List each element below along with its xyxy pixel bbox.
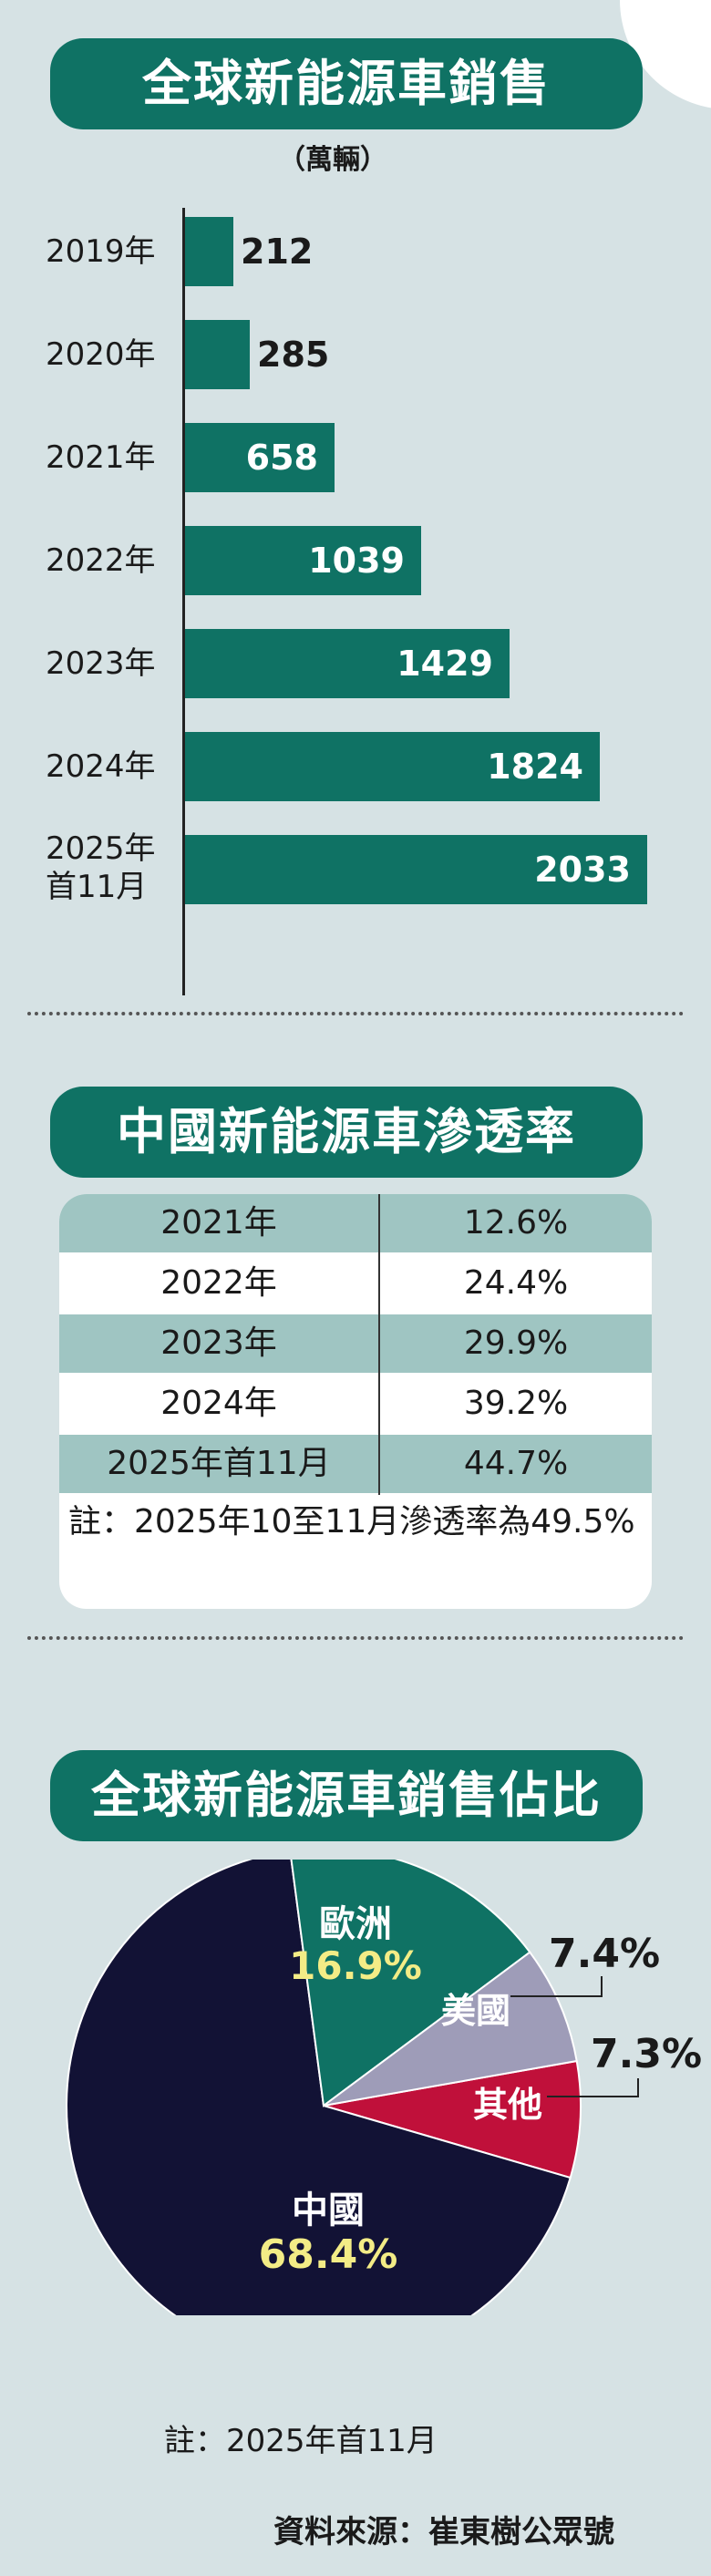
- table-year: 2024年: [160, 1385, 277, 1422]
- table-rate: 12.6%: [463, 1204, 569, 1242]
- table-rate: 44.7%: [463, 1445, 569, 1482]
- pie-label-other-pct: 7.3%: [591, 2031, 703, 2077]
- share-pie-chart: [66, 1860, 639, 2315]
- divider-1: [27, 1012, 684, 1015]
- bar-value-label: 1039: [308, 541, 405, 581]
- pie-label-china: 中國: [292, 2190, 365, 2231]
- table-row: 2024年 39.2%: [59, 1375, 652, 1433]
- pie-label-china-pct: 68.4%: [258, 2231, 398, 2278]
- bar-axis: [182, 208, 185, 995]
- pie-label-usa: 美國: [440, 1991, 510, 2031]
- leader-line-usa: [510, 1976, 603, 1997]
- bar-value-label: 285: [257, 335, 330, 375]
- table-rate: 39.2%: [463, 1385, 569, 1422]
- pie-label-other: 其他: [472, 2085, 542, 2125]
- table-year: 2023年: [160, 1324, 277, 1362]
- slice-other: [323, 2059, 582, 2179]
- bar-value-label: 658: [245, 438, 318, 478]
- share-title: 全球新能源車銷售佔比: [50, 1750, 643, 1841]
- unit-label: （萬輛）: [278, 144, 387, 176]
- penetration-note: 註：2025年10至11月滲透率為49.5%: [68, 1503, 635, 1540]
- table-row: 2023年 29.9%: [59, 1314, 652, 1373]
- table-divider: [378, 1194, 380, 1495]
- bar-4: [185, 629, 510, 698]
- bar-year-label: 2022年: [46, 542, 156, 579]
- penetration-title: 中國新能源車滲透率: [50, 1087, 643, 1178]
- penetration-table: 2021年 12.6% 2022年 24.4% 2023年 29.9% 2024年 39.2%…: [59, 1194, 652, 1609]
- bar-6: [185, 835, 647, 904]
- share-note: 註：2025年首11月: [164, 2423, 438, 2459]
- table-rate: 29.9%: [463, 1324, 569, 1362]
- slice-china: [66, 1860, 572, 2315]
- leader-line-other: [547, 2078, 639, 2097]
- bar-1: [185, 320, 250, 389]
- table-year: 2021年: [160, 1204, 277, 1242]
- pie-label-usa-pct: 7.4%: [549, 1931, 661, 1977]
- table-year: 2022年: [160, 1264, 277, 1302]
- bar-0: [185, 217, 233, 286]
- source-credit: 資料來源：崔東樹公眾號: [273, 2514, 614, 2550]
- bar-year-label: 2021年: [46, 439, 156, 476]
- bar-value-label: 1429: [397, 644, 493, 684]
- bar-year-label: 2025年 首11月: [46, 830, 156, 905]
- bar-value-label: 2033: [534, 850, 631, 890]
- slice-usa: [323, 1951, 578, 2107]
- bar-value-label: 212: [241, 232, 314, 272]
- table-row: 2021年 12.6%: [59, 1194, 652, 1252]
- slice-europe: [290, 1860, 531, 2107]
- pie-label-europe: 歐洲: [319, 1903, 392, 1945]
- table-row: 2022年 24.4%: [59, 1254, 652, 1313]
- bar-year-label: 2024年: [46, 748, 156, 785]
- bar-value-label: 1824: [487, 747, 583, 787]
- table-row: 2025年首11月 44.7%: [59, 1435, 652, 1493]
- divider-2: [27, 1636, 684, 1640]
- table-rate: 24.4%: [463, 1264, 569, 1302]
- pie-label-europe-pct: 16.9%: [289, 1943, 422, 1988]
- bar-2: [185, 423, 335, 492]
- bar-5: [185, 732, 600, 801]
- bar-year-label: 2023年: [46, 645, 156, 682]
- table-year: 2025年首11月: [107, 1445, 331, 1482]
- sales-title: 全球新能源車銷售: [50, 38, 643, 129]
- bar-year-label: 2020年: [46, 336, 156, 373]
- bar-3: [185, 526, 421, 595]
- bar-year-label: 2019年: [46, 233, 156, 270]
